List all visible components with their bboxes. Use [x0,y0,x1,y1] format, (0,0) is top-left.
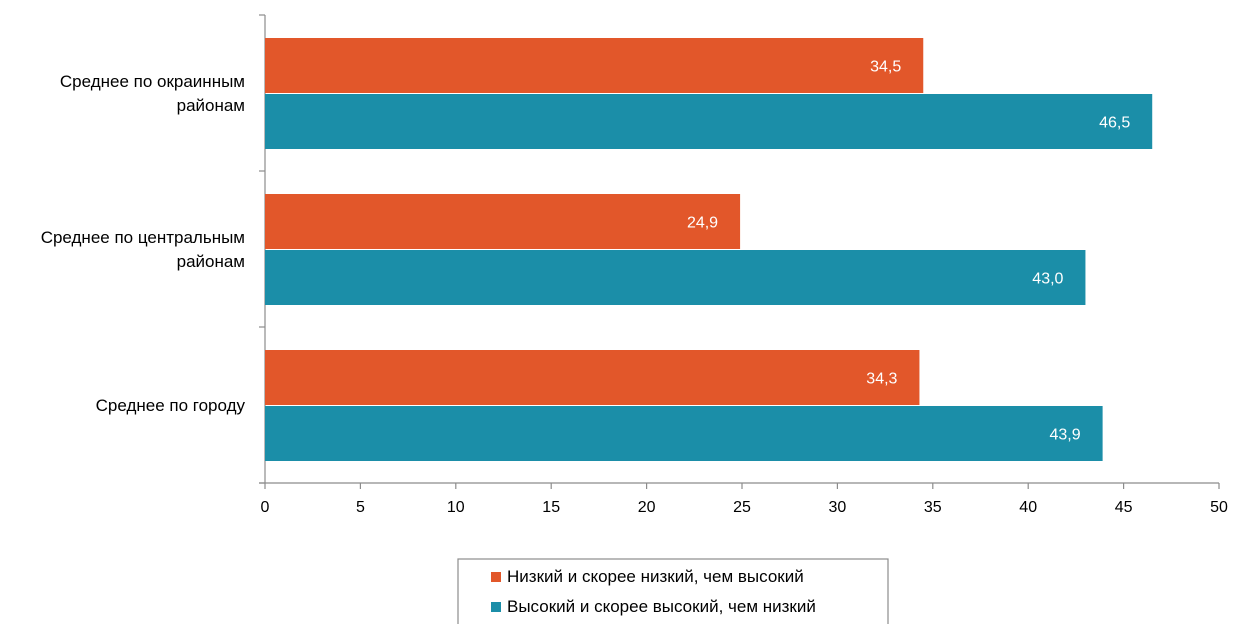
data-label: 24,9 [687,215,718,232]
bar [265,194,741,249]
x-tick-label: 5 [356,499,365,516]
data-label: 46,5 [1099,115,1130,132]
x-tick-label: 15 [542,499,560,516]
category-label: Среднее по городу [96,396,246,415]
legend-label: Низкий и скорее низкий, чем высокий [507,567,804,586]
bar [265,38,924,93]
bar [265,250,1086,305]
x-tick-label: 50 [1210,499,1228,516]
bars [265,38,1153,461]
data-label: 34,5 [870,59,901,76]
bar [265,94,1153,149]
data-label: 43,9 [1049,427,1080,444]
legend: Низкий и скорее низкий, чем высокий Высок… [457,558,889,624]
bar [265,350,920,405]
legend-box [457,558,889,624]
x-tick-label: 30 [829,499,847,516]
labels: Среднее по окраинным районам Среднее по це… [41,59,1131,444]
axes: 0 5 10 15 20 25 30 35 40 45 50 [259,14,1228,516]
category-label: Среднее по центральным районам [41,228,245,271]
x-tick-label: 25 [733,499,751,516]
data-label: 34,3 [866,371,897,388]
data-label: 43,0 [1032,271,1063,288]
bar [265,406,1103,461]
x-tick-label: 45 [1115,499,1133,516]
x-tick-label: 10 [447,499,465,516]
legend-label: Высокий и скорее высокий, чем низкий [507,597,816,616]
x-tick-label: 20 [638,499,656,516]
x-tick-label: 40 [1019,499,1037,516]
legend-swatch [491,602,501,612]
legend-swatch [491,572,501,582]
x-tick-label: 0 [261,499,270,516]
category-label: Среднее по окраинным районам [60,72,245,115]
x-tick-label: 35 [924,499,942,516]
